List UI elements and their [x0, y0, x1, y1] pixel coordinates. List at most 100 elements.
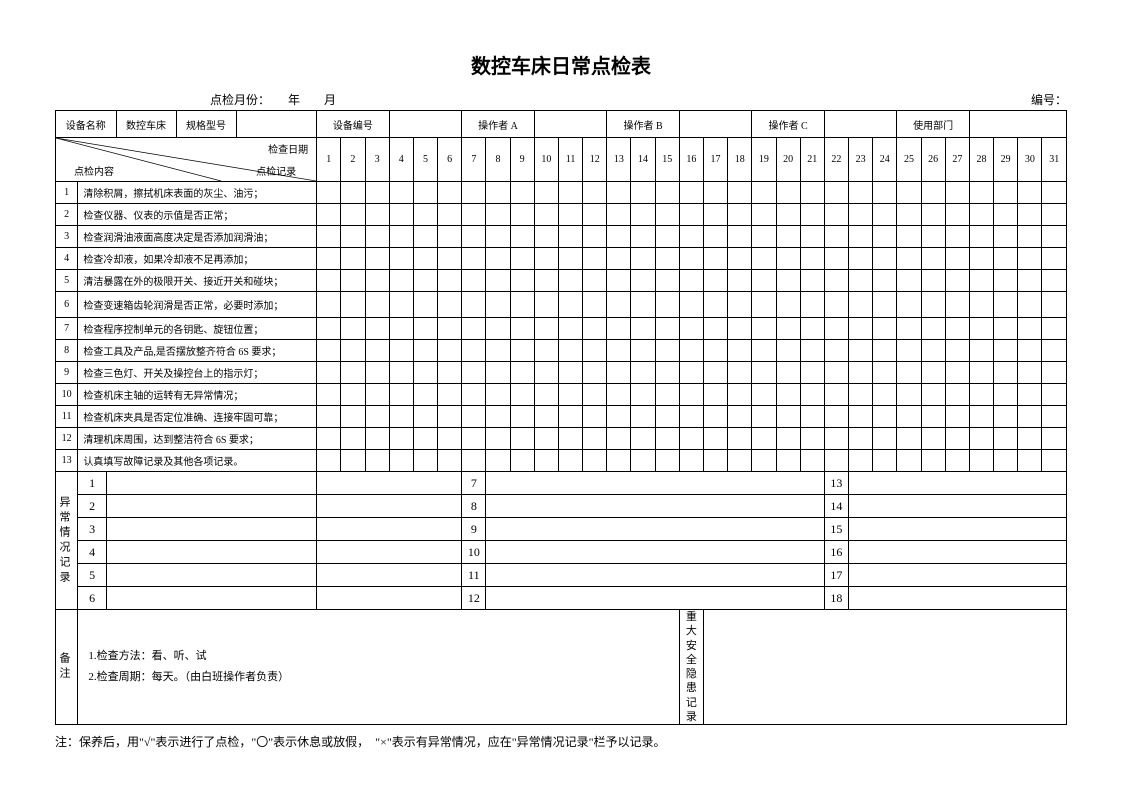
check-cell — [776, 248, 800, 270]
check-cell — [462, 450, 486, 472]
check-cell — [583, 384, 607, 406]
item-row: 10检查机床主轴的运转有无异常情况； — [56, 384, 1067, 406]
spec-model-value — [236, 111, 316, 137]
check-cell — [994, 292, 1018, 318]
check-cell — [438, 204, 462, 226]
anomaly-num: 10 — [462, 541, 486, 564]
check-cell — [776, 340, 800, 362]
check-cell — [365, 428, 389, 450]
day-cell: 24 — [873, 138, 897, 182]
check-cell — [994, 318, 1018, 340]
check-cell — [486, 362, 510, 384]
item-num: 7 — [56, 318, 78, 340]
check-cell — [389, 182, 413, 204]
day-cell: 30 — [1018, 138, 1042, 182]
check-cell — [849, 318, 873, 340]
check-cell — [583, 270, 607, 292]
device-name-value: 数控车床 — [116, 111, 176, 137]
check-cell — [583, 292, 607, 318]
check-cell — [341, 270, 365, 292]
check-cell — [486, 226, 510, 248]
check-cell — [607, 428, 631, 450]
check-cell — [438, 270, 462, 292]
check-cell — [752, 428, 776, 450]
item-text: 检查机床夹具是否定位准确、连接牢固可靠； — [78, 406, 317, 428]
check-cell — [341, 226, 365, 248]
check-cell — [389, 204, 413, 226]
check-cell — [703, 450, 727, 472]
check-cell — [341, 450, 365, 472]
anomaly-row: 3 915 — [56, 518, 1067, 541]
check-cell — [510, 406, 534, 428]
check-cell — [341, 362, 365, 384]
meta-row: 点检月份： 年 月 编号： — [55, 91, 1067, 108]
check-cell — [728, 270, 752, 292]
check-cell — [921, 292, 945, 318]
check-cell — [1042, 226, 1067, 248]
check-cell — [655, 248, 679, 270]
check-cell — [873, 406, 897, 428]
check-cell — [413, 428, 437, 450]
anomaly-blank — [486, 564, 824, 587]
check-cell — [679, 248, 703, 270]
check-cell — [558, 204, 582, 226]
check-cell — [921, 384, 945, 406]
check-cell — [728, 362, 752, 384]
check-cell — [969, 318, 993, 340]
check-cell — [607, 340, 631, 362]
item-text: 检查仪器、仪表的示值是否正常； — [78, 204, 317, 226]
check-cell — [607, 248, 631, 270]
check-cell — [849, 226, 873, 248]
check-cell — [413, 248, 437, 270]
spec-model-label: 规格型号 — [176, 111, 236, 137]
check-cell — [438, 226, 462, 248]
item-num: 13 — [56, 450, 78, 472]
check-cell — [655, 406, 679, 428]
check-cell — [534, 204, 558, 226]
item-text: 检查工具及产品,是否摆放整齐符合 6S 要求； — [78, 340, 317, 362]
check-cell — [994, 204, 1018, 226]
check-cell — [994, 384, 1018, 406]
check-cell — [1018, 428, 1042, 450]
check-cell — [486, 318, 510, 340]
check-cell — [341, 182, 365, 204]
check-cell — [438, 362, 462, 384]
days-row: 检查日期 点检内容 点检记录 1 2 3 4 5 6 7 8 9 10 11 1… — [56, 138, 1067, 182]
department-label: 使用部门 — [897, 111, 970, 138]
check-cell — [317, 450, 341, 472]
check-cell — [413, 362, 437, 384]
check-cell — [486, 270, 510, 292]
item-text: 清洁暴露在外的极限开关、接近开关和碰块； — [78, 270, 317, 292]
check-cell — [558, 292, 582, 318]
check-cell — [800, 428, 824, 450]
anomaly-blank — [486, 541, 824, 564]
check-cell — [631, 384, 655, 406]
check-cell — [752, 450, 776, 472]
check-cell — [413, 204, 437, 226]
check-cell — [921, 270, 945, 292]
check-cell — [655, 182, 679, 204]
check-cell — [534, 362, 558, 384]
check-cell — [969, 226, 993, 248]
check-cell — [1018, 318, 1042, 340]
check-cell — [1018, 406, 1042, 428]
check-cell — [728, 204, 752, 226]
check-cell — [413, 292, 437, 318]
check-cell — [534, 318, 558, 340]
item-text: 检查润滑油液面高度决定是否添加润滑油； — [78, 226, 317, 248]
check-cell — [1018, 204, 1042, 226]
day-cell: 26 — [921, 138, 945, 182]
check-cell — [438, 340, 462, 362]
check-cell — [994, 340, 1018, 362]
item-text: 认真填写故障记录及其他各项记录。 — [78, 450, 317, 472]
anomaly-blank — [849, 518, 1067, 541]
check-cell — [728, 406, 752, 428]
diag-top: 检查日期 — [268, 141, 308, 156]
check-cell — [534, 406, 558, 428]
check-cell — [1018, 270, 1042, 292]
device-no-value — [389, 111, 462, 138]
check-cell — [849, 182, 873, 204]
check-cell — [365, 318, 389, 340]
check-cell — [921, 428, 945, 450]
check-cell — [921, 318, 945, 340]
